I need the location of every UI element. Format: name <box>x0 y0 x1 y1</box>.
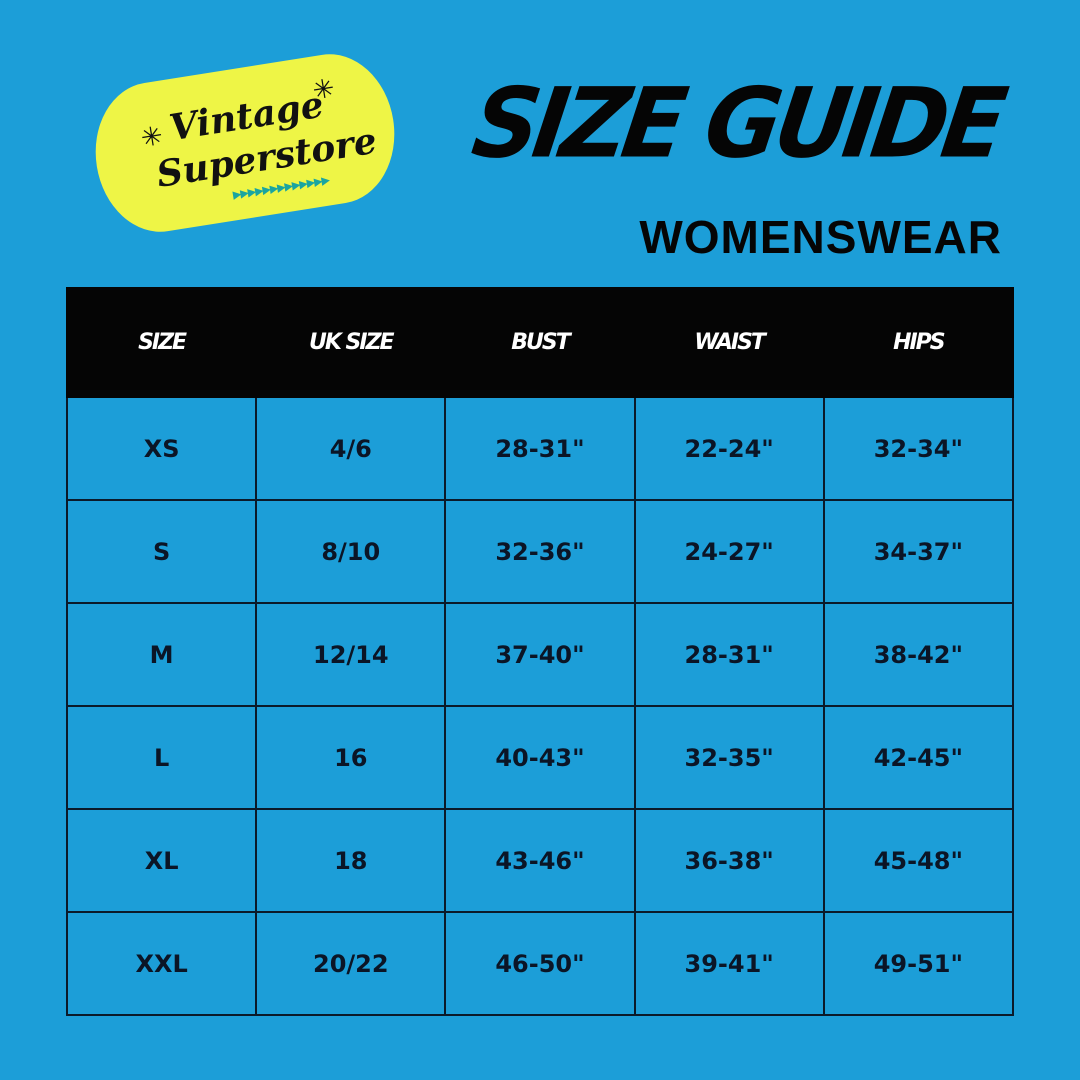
cell-bust: 37-40" <box>444 602 636 707</box>
cell-size: S <box>65 499 258 604</box>
cell-size: XL <box>65 808 258 913</box>
cell-uk-size: 12/14 <box>255 602 447 707</box>
cell-waist: 39-41" <box>633 911 825 1016</box>
cell-waist: 36-38" <box>633 808 825 913</box>
sparkle-icon: ✳ <box>138 120 166 155</box>
size-table: SIZE UK SIZE BUST WAIST HIPS XS 4/6 28-31"… <box>65 287 1015 1016</box>
cell-waist: 22-24" <box>633 396 825 501</box>
cell-hips: 49-51" <box>822 911 1015 1016</box>
cell-bust: 43-46" <box>444 808 636 913</box>
cell-uk-size: 20/22 <box>255 911 447 1016</box>
header-size: SIZE <box>65 287 258 398</box>
cell-hips: 42-45" <box>822 705 1015 810</box>
table-row: S 8/10 32-36" 24-27" 34-37" <box>65 499 1015 604</box>
cell-uk-size: 4/6 <box>255 396 447 501</box>
cell-uk-size: 8/10 <box>255 499 447 604</box>
table-row: XS 4/6 28-31" 22-24" 32-34" <box>65 396 1015 501</box>
header-uk-size: UK SIZE <box>255 287 447 398</box>
cell-hips: 45-48" <box>822 808 1015 913</box>
header-bust: BUST <box>444 287 636 398</box>
cell-size: XS <box>65 396 258 501</box>
table-row: XL 18 43-46" 36-38" 45-48" <box>65 808 1015 913</box>
cell-bust: 40-43" <box>444 705 636 810</box>
page-subtitle: WOMENSWEAR <box>639 211 1002 263</box>
header-hips: HIPS <box>822 287 1015 398</box>
cell-waist: 24-27" <box>633 499 825 604</box>
cell-size: XXL <box>65 911 258 1016</box>
table-row: XXL 20/22 46-50" 39-41" 49-51" <box>65 911 1015 1016</box>
cell-uk-size: 18 <box>255 808 447 913</box>
header-waist: WAIST <box>633 287 825 398</box>
cell-size: M <box>65 602 258 707</box>
page-title: SIZE GUIDE <box>466 67 1008 180</box>
cell-hips: 32-34" <box>822 396 1015 501</box>
vintage-superstore-logo: ✳ ✳ Vintage Superstore ▶▶▶▶▶▶▶▶▶▶▶▶▶ <box>85 45 405 241</box>
cell-waist: 32-35" <box>633 705 825 810</box>
cell-hips: 38-42" <box>822 602 1015 707</box>
cell-uk-size: 16 <box>255 705 447 810</box>
cell-hips: 34-37" <box>822 499 1015 604</box>
cell-bust: 46-50" <box>444 911 636 1016</box>
cell-bust: 32-36" <box>444 499 636 604</box>
table-row: M 12/14 37-40" 28-31" 38-42" <box>65 602 1015 707</box>
cell-waist: 28-31" <box>633 602 825 707</box>
cell-size: L <box>65 705 258 810</box>
table-header-row: SIZE UK SIZE BUST WAIST HIPS <box>65 287 1015 398</box>
cell-bust: 28-31" <box>444 396 636 501</box>
table-row: L 16 40-43" 32-35" 42-45" <box>65 705 1015 810</box>
